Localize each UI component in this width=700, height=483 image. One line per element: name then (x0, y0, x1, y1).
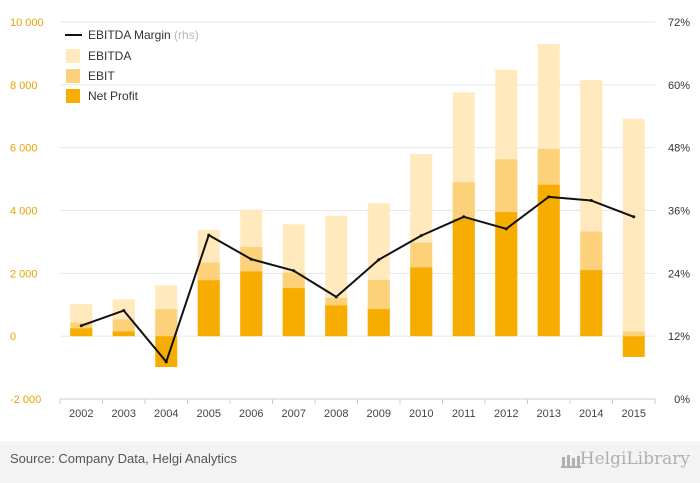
ebitda-margin-point (377, 258, 381, 262)
ebitda-margin-point (334, 295, 338, 299)
legend-swatch-ebitda (66, 49, 80, 63)
bar-net-profit (70, 328, 93, 337)
ebitda-margin-point (249, 257, 253, 261)
legend-label-net-profit: Net Profit (88, 89, 139, 103)
y-axis-right: 0% 12% 24% 36% 48% 60% 72% (668, 17, 690, 406)
legend[interactable]: EBITDA Margin (rhs) EBITDA EBIT Net Prof… (65, 28, 199, 103)
x-tick-label: 2015 (622, 408, 646, 420)
y-left-tick-label: 10 000 (10, 17, 44, 29)
x-tick-label: 2005 (197, 408, 221, 420)
y-right-tick-label: 72% (668, 17, 690, 29)
ebitda-margin-point (547, 195, 551, 199)
y-left-tick-label: 2 000 (10, 268, 38, 280)
ebitda-margin-point (462, 215, 466, 219)
bar-net-profit (197, 280, 220, 337)
bar-ebitda (622, 118, 645, 337)
x-tick-label: 2003 (112, 408, 136, 420)
y-left-tick-label: 6 000 (10, 143, 38, 155)
bar-ebit (622, 331, 645, 337)
bar-net-profit (410, 267, 433, 337)
x-tick-label: 2012 (494, 408, 518, 420)
source-note: Source: Company Data, Helgi Analytics (10, 451, 237, 466)
x-tick-label: 2002 (69, 408, 93, 420)
footer: Source: Company Data, Helgi Analytics He… (0, 441, 700, 483)
y-axis-left: -2 000 0 2 000 4 000 6 000 8 000 10 000 (10, 17, 44, 406)
ebitda-margin-point (292, 269, 296, 273)
library-building-icon (561, 455, 581, 468)
bar-net-profit (452, 218, 475, 337)
bar-net-profit (240, 271, 263, 337)
grid-lines (60, 21, 655, 337)
x-tick-label: 2007 (282, 408, 306, 420)
x-tick-label: 2006 (239, 408, 263, 420)
bar-net-profit (325, 305, 348, 337)
ebitda-margin-point (419, 234, 423, 238)
x-tick-label: 2014 (579, 408, 603, 420)
legend-swatch-net-profit (66, 89, 80, 103)
legend-label-ebit: EBIT (88, 69, 115, 83)
bar-net-profit (112, 331, 135, 337)
ebitda-margin-line (79, 195, 636, 364)
legend-line-label: EBITDA Margin (rhs) (88, 28, 199, 42)
y-left-tick-label: 4 000 (10, 206, 38, 218)
x-tick-label: 2009 (367, 408, 391, 420)
y-right-tick-label: 12% (668, 331, 690, 343)
bar-ebit (155, 309, 178, 337)
y-left-tick-label: 8 000 (10, 80, 38, 92)
brand-logo-text: HelgiLibrary (579, 449, 690, 469)
x-tick-label: 2010 (409, 408, 433, 420)
y-right-tick-label: 24% (668, 268, 690, 280)
y-right-tick-label: 0% (674, 394, 690, 406)
ebitda-margin-series-line (80, 195, 635, 363)
ebitda-margin-point (589, 199, 593, 203)
ebitda-margin-point (504, 227, 508, 231)
y-left-tick-label: 0 (10, 331, 16, 343)
x-tick-label: 2008 (324, 408, 348, 420)
ebitda-margin-point (207, 233, 211, 237)
x-tick-label: 2013 (537, 408, 561, 420)
chart: 2002 2003 2004 2005 2006 2007 2008 2009 2010 2011… (10, 17, 690, 420)
bar-net-profit (367, 309, 390, 337)
ebitda-margin-point (164, 360, 168, 364)
y-right-tick-label: 60% (668, 80, 690, 92)
ebitda-margin-point (122, 309, 126, 313)
bar-net-profit (537, 184, 560, 337)
legend-swatch-ebit (66, 69, 80, 83)
bar-net-profit (282, 288, 305, 337)
y-left-tick-label: -2 000 (10, 394, 41, 406)
x-tick-label: 2004 (154, 408, 178, 420)
x-tick-label: 2011 (452, 408, 476, 420)
y-right-tick-label: 48% (668, 143, 690, 155)
bar-net-profit (580, 270, 603, 337)
legend-label-ebitda: EBITDA (88, 49, 131, 63)
y-right-tick-label: 36% (668, 206, 690, 218)
x-axis: 2002 2003 2004 2005 2006 2007 2008 2009 2010 2011… (59, 398, 656, 420)
bar-net-profit (622, 336, 645, 357)
bars (70, 43, 645, 367)
bar-net-profit (495, 212, 518, 337)
ebitda-margin-point (79, 324, 83, 328)
ebitda-margin-point (632, 215, 636, 219)
